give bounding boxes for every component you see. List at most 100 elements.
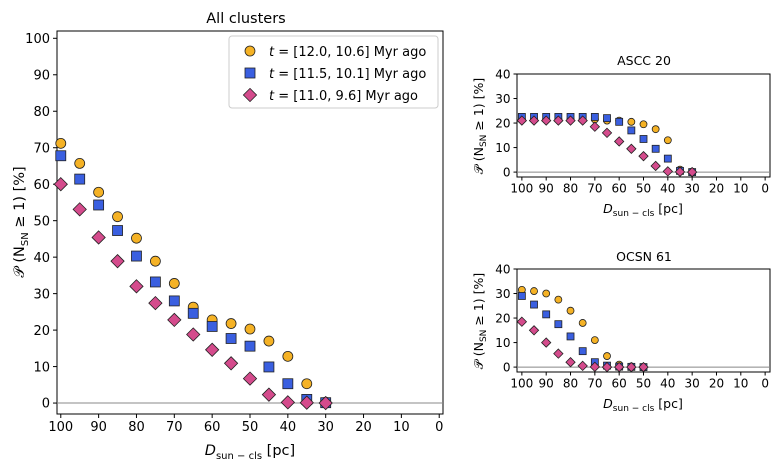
main-point-circle	[74, 158, 86, 169]
ocsn-point-diamond	[528, 325, 540, 336]
main-ytick-label: 40	[33, 251, 50, 266]
main-xtick-label: 100	[48, 420, 73, 435]
ocsn-xtick-label: 100	[510, 377, 533, 391]
main-point-square	[263, 361, 275, 373]
ascc-xtick-label: 10	[733, 182, 748, 196]
main-point-square	[282, 378, 294, 390]
ascc-point-square	[603, 114, 611, 123]
main-xtick-label: 50	[242, 420, 259, 435]
ascc-xtick-label: 60	[612, 182, 627, 196]
ascc-point-diamond	[565, 115, 576, 126]
main-ytick-label: 80	[33, 105, 50, 120]
ocsn-xtick-label: 60	[612, 377, 627, 391]
main-xtick-label: 70	[166, 420, 183, 435]
ascc-point-diamond	[674, 166, 686, 178]
ocsn-point-diamond	[589, 361, 601, 373]
main-xtick-label: 30	[317, 420, 334, 435]
main-point-circle	[131, 232, 142, 244]
ascc-point-square	[627, 126, 636, 135]
ascc-point-square	[651, 144, 660, 153]
main-ylabel: 𝒫 (NSN ≥ 1) [%]	[12, 166, 31, 277]
main-xtick-label: 20	[355, 420, 372, 435]
main-point-diamond	[318, 395, 333, 411]
main-ytick-label: 100	[25, 32, 50, 47]
main-point-circle	[112, 211, 123, 223]
ascc-xtick-label: 40	[660, 182, 675, 196]
main-point-circle	[282, 350, 294, 362]
ascc-point-diamond	[589, 121, 601, 132]
ocsn-ytick-label: 10	[495, 336, 510, 350]
main-point-square	[74, 173, 86, 185]
main-xtick-label: 80	[128, 420, 145, 435]
ocsn-point-diamond	[577, 360, 588, 372]
main-point-diamond	[280, 395, 296, 410]
ascc-panel: ASCC 20 100 90 80 70 60 50 40 30 20 10 0010203040 …	[471, 53, 771, 219]
main-ytick-label: 10	[33, 360, 50, 375]
main-point-square	[168, 295, 180, 307]
ocsn-point-diamond	[626, 361, 637, 373]
ascc-point-circle	[627, 117, 636, 126]
main-xlabel: Dsun − cls [pc]	[205, 443, 295, 462]
main-point-diamond	[186, 327, 201, 342]
ocsn-panel: OCSN 61 100 90 80 70 60 50 40 30 20 10 0010203040 …	[471, 249, 771, 414]
ascc-ytick-label: 10	[495, 141, 510, 155]
ascc-point-diamond	[686, 166, 698, 178]
ascc-point-diamond	[601, 127, 613, 139]
ascc-xtick-label: 30	[685, 182, 700, 196]
main-panel: All clusters 100 90 80 70 60 50 40 30 20 10 001020…	[12, 11, 444, 462]
ascc-xlabel: Dsun − cls [pc]	[603, 201, 683, 219]
legend-label: t = [11.0, 9.6] Myr ago	[269, 89, 418, 104]
ascc-ytick-label: 40	[495, 67, 510, 81]
ocsn-xtick-label: 20	[709, 377, 724, 391]
legend: t = [12.0, 10.6] Myr ago t = [11.5, 10.1]…	[228, 35, 439, 109]
ascc-point-circle	[639, 120, 648, 129]
ascc-xtick-label: 100	[510, 182, 533, 196]
main-point-circle	[244, 323, 256, 335]
main-ytick-label: 60	[33, 178, 50, 193]
ascc-point-diamond	[650, 160, 661, 172]
ascc-point-diamond	[626, 143, 637, 154]
main-point-square	[225, 333, 237, 344]
ocsn-point-square	[517, 292, 526, 300]
main-point-square	[93, 199, 105, 211]
ocsn-point-diamond	[553, 348, 564, 359]
main-point-circle	[225, 318, 237, 329]
main-point-circle	[301, 378, 313, 390]
main-point-circle	[149, 255, 161, 267]
ocsn-ytick-label: 40	[495, 262, 510, 276]
ascc-xtick-label: 20	[709, 182, 724, 196]
ascc-xtick-label: 70	[587, 182, 602, 196]
main-xtick-label: 40	[280, 420, 297, 435]
ocsn-point-diamond	[638, 361, 649, 373]
ocsn-point-circle	[542, 289, 551, 298]
ascc-title: ASCC 20	[617, 53, 671, 68]
ocsn-point-square	[554, 320, 563, 329]
ocsn-point-circle	[566, 306, 575, 315]
ascc-xtick-label: 90	[539, 182, 554, 196]
main-point-circle	[168, 278, 180, 289]
ocsn-point-circle	[603, 352, 611, 360]
ascc-point-square	[639, 135, 648, 143]
legend-label: t = [11.5, 10.1] Myr ago	[269, 67, 426, 82]
legend-box	[228, 35, 439, 109]
ocsn-point-square	[578, 347, 587, 356]
main-point-diamond	[242, 371, 258, 386]
ascc-xtick-label: 80	[563, 182, 578, 196]
ocsn-point-diamond	[565, 357, 576, 368]
main-point-diamond	[91, 230, 106, 245]
main-xtick-label: 60	[204, 420, 221, 435]
ocsn-point-circle	[554, 295, 563, 304]
ocsn-point-diamond	[613, 361, 625, 373]
ocsn-xtick-label: 40	[660, 377, 675, 391]
main-xtick-label: 90	[90, 420, 107, 435]
main-point-square	[187, 307, 199, 319]
ocsn-point-circle	[530, 287, 538, 295]
ascc-point-circle	[651, 125, 660, 134]
main-point-circle	[263, 335, 275, 347]
ascc-point-diamond	[662, 166, 674, 177]
ascc-point-diamond	[541, 115, 552, 126]
main-point-diamond	[148, 295, 163, 311]
main-xtick-label: 10	[393, 420, 410, 435]
ocsn-point-square	[542, 310, 551, 319]
main-ytick-label: 70	[33, 141, 50, 156]
